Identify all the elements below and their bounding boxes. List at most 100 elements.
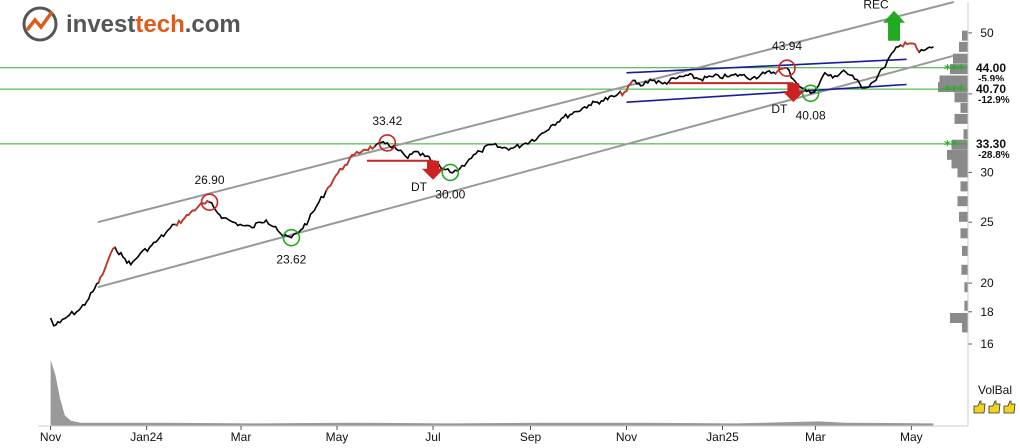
svg-text:investtech.com: investtech.com xyxy=(66,11,241,38)
price-up-highlight xyxy=(900,40,920,53)
volume-profile xyxy=(938,30,968,333)
logo-text-invest: invest xyxy=(66,11,135,38)
thumbs-up-icon xyxy=(988,400,1001,414)
price-up-highlight xyxy=(174,199,210,227)
volume-profile-bar xyxy=(964,300,968,311)
level-labels: *** 44.00-5.9% *** 40.70-12.9% ** 33.30-28.8% xyxy=(944,59,1017,161)
volume-profile-bar xyxy=(954,113,968,124)
x-tick-label: Mar xyxy=(805,430,826,444)
x-tick-label: Nov xyxy=(616,430,637,444)
level-stars: *** xyxy=(944,84,965,99)
volume-profile-bar xyxy=(957,196,968,207)
x-tick-label: Sep xyxy=(520,430,542,444)
sell-signal-label: DT xyxy=(771,102,788,116)
pivot-bottom-label: 30.00 xyxy=(435,187,465,201)
buy-arrow-icon xyxy=(883,10,906,41)
rectangle-upper xyxy=(626,58,907,74)
pivot-top-circle xyxy=(778,59,796,77)
level-pct-label: -5.9% xyxy=(978,74,1004,85)
x-tick-label: Jul xyxy=(425,430,440,444)
sell-arrow-icon xyxy=(421,160,444,180)
y-tick-label: 20 xyxy=(980,276,994,290)
volume-profile-bar xyxy=(963,129,968,140)
trend-channel-lower xyxy=(97,54,955,289)
volume-profile-bar xyxy=(950,313,968,323)
volume-profile-bar xyxy=(959,41,968,52)
volbal-signal xyxy=(973,400,1016,414)
level-label-bg xyxy=(973,59,1017,84)
level-stars: *** xyxy=(944,63,965,78)
rectangle-lower xyxy=(626,83,907,103)
investtech-logo[interactable]: investtech.com xyxy=(22,6,241,42)
volume-profile-bar xyxy=(954,92,968,103)
sell-arrow-icon xyxy=(782,83,805,103)
volume-profile-bar xyxy=(951,158,968,169)
volume-profile-bar xyxy=(962,30,968,41)
level-value-label: 33.30 xyxy=(976,137,1006,151)
level-value-label: 44.00 xyxy=(976,61,1006,75)
level-label-bg xyxy=(973,135,1017,160)
volume-profile-bar xyxy=(953,53,968,64)
y-tick-label: 50 xyxy=(980,26,994,40)
x-tick-label: Jan25 xyxy=(706,430,739,444)
pivot-bottom-label: 23.62 xyxy=(276,253,306,267)
volume-profile-bar xyxy=(960,181,968,192)
logo-trend-mark xyxy=(25,10,54,32)
buy-signal-label: REC xyxy=(863,0,889,12)
price-series xyxy=(49,40,934,327)
volume-profile-bar xyxy=(964,282,968,293)
x-tick-label: Jan24 xyxy=(130,430,163,444)
rectangle-formation xyxy=(626,58,907,103)
price-up-highlight xyxy=(619,79,634,98)
volume-profile-bar xyxy=(959,211,968,222)
trend-channel-upper xyxy=(97,1,955,224)
volume-profile-bar xyxy=(962,322,968,333)
price-line xyxy=(49,41,934,327)
price-up-highlight xyxy=(97,246,116,283)
x-tick-label: Nov xyxy=(40,430,61,444)
x-tick-label: May xyxy=(900,430,923,444)
volume-profile-bar xyxy=(950,64,968,75)
pivot-bottom-circle xyxy=(441,163,460,182)
pivot-top-label: 43.94 xyxy=(772,39,802,53)
level-label-bg xyxy=(973,81,1017,106)
logo-text-com: .com xyxy=(185,11,241,38)
volume-area xyxy=(50,360,934,426)
y-tick-label: 16 xyxy=(980,337,994,351)
thumbs-up-icon xyxy=(973,400,986,414)
volume-profile-bar xyxy=(938,82,968,93)
logo-text-tech: tech xyxy=(135,11,184,38)
support-resistance-lines xyxy=(0,67,968,145)
signal-markers: DT DT REC xyxy=(366,0,906,194)
level-stars: ** xyxy=(944,139,958,154)
volume-profile-bar xyxy=(960,228,968,239)
volume-profile-bar xyxy=(960,102,968,113)
volume-profile-bar xyxy=(962,245,968,256)
thumbs-up-icon xyxy=(1003,400,1016,414)
price-up-highlight xyxy=(774,67,788,75)
y-tick-label: 25 xyxy=(980,215,994,229)
trend-channel xyxy=(97,1,955,289)
level-value-label: 40.70 xyxy=(976,82,1006,96)
pivot-points: 26.90 23.62 33.42 30.00 43.94 40.08 xyxy=(195,39,826,266)
volbal-label: VolBal xyxy=(978,383,1012,397)
volume-histogram xyxy=(38,360,968,427)
pivot-bottom-label: 40.08 xyxy=(796,108,826,122)
volume-profile-bar xyxy=(947,149,968,160)
volume-profile-bar xyxy=(939,75,968,86)
x-axis-ticks: Nov Jan24 Mar May Jul Sep Nov Jan25 Mar May xyxy=(40,426,923,444)
level-pct-label: -28.8% xyxy=(978,150,1010,161)
volume-profile-bar xyxy=(957,167,968,178)
sell-signal-label: DT xyxy=(411,180,428,194)
price-up-highlight xyxy=(325,144,376,192)
y-tick-label: 30 xyxy=(980,165,994,179)
pivot-top-label: 26.90 xyxy=(195,173,225,187)
volume-profile-bar xyxy=(961,264,968,275)
volume-profile-bar xyxy=(951,139,968,150)
level-pct-label: -12.9% xyxy=(978,95,1010,106)
x-tick-label: Mar xyxy=(231,430,252,444)
pivot-top-circle xyxy=(200,193,219,211)
pivot-bottom-circle xyxy=(282,228,301,247)
x-tick-label: May xyxy=(326,430,349,444)
